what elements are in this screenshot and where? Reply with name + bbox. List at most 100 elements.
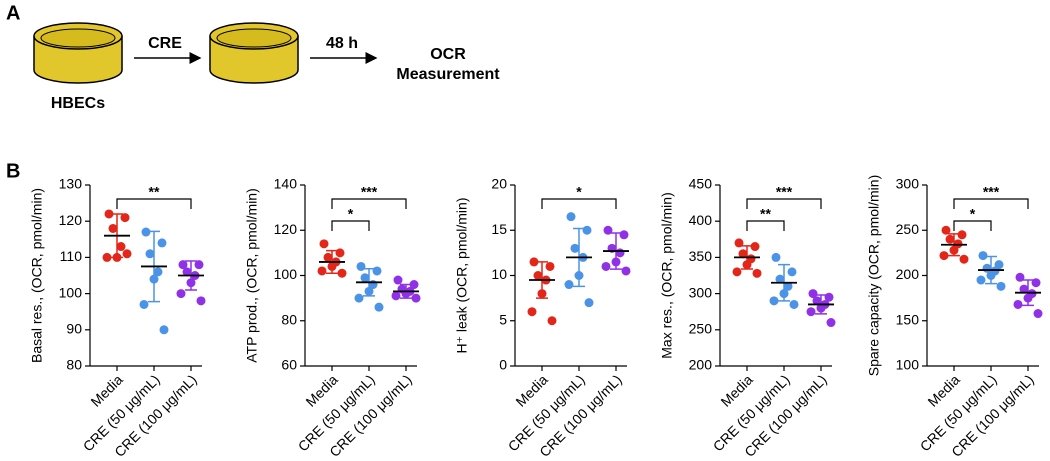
data-point [319,239,329,249]
significance-label: * [348,206,354,222]
data-point [996,281,1006,291]
data-point [812,296,822,306]
y-tick-label: 100 [59,284,83,300]
data-point [738,249,748,259]
data-point [533,271,543,280]
end-label: OCR [430,46,466,63]
data-point [1013,299,1023,309]
data-point [409,280,419,290]
significance-bracket [746,220,785,231]
end-label: Measurement [396,66,500,83]
data-point [570,243,580,253]
panel-label: A [6,2,20,24]
data-point [108,223,118,233]
panel-label: B [6,160,20,182]
data-point [139,299,149,309]
data-point [769,296,779,306]
y-tick-label: 100 [896,357,920,373]
step-label: CRE [148,35,182,52]
y-tick-label: 110 [60,248,83,264]
significance-label: *** [983,184,1000,200]
significance-label: *** [776,184,793,200]
significance-bracket [953,220,992,231]
data-point [1019,284,1029,294]
data-point [354,293,364,303]
data-point [566,212,576,222]
data-point [120,213,130,223]
y-tick-label: 400 [689,212,713,228]
y-tick-label: 0 [499,357,507,373]
data-point [564,280,574,290]
data-point [145,249,155,259]
data-point [360,273,370,283]
data-point [196,296,206,306]
data-point [619,230,629,240]
significance-label: ** [149,184,160,200]
data-point [141,227,151,237]
data-point [182,267,192,277]
significance-label: * [970,206,976,222]
significance-bracket [116,198,192,209]
data-point [826,318,836,328]
y-axis-label: Spare capacity (OCR, pmol/min) [866,175,882,377]
y-tick-label: 60 [281,357,297,373]
y-tick-label: 140 [274,176,298,192]
y-tick-label: 450 [689,176,713,192]
data-point [976,275,986,285]
data-point [335,248,345,258]
data-point [959,254,969,264]
y-axis-label: Basal res., (OCR, pmol/min) [29,188,45,363]
data-point [584,298,594,308]
y-tick-label: 120 [274,221,298,237]
data-point [941,225,951,235]
data-point [374,302,384,312]
data-point [529,257,539,267]
data-point [176,289,186,299]
y-tick-label: 300 [689,284,713,300]
data-point [104,209,114,219]
significance-label: * [576,184,582,200]
data-point [356,261,366,271]
data-point [771,252,781,262]
data-point [1033,309,1043,319]
data-point [122,249,132,259]
y-tick-label: 150 [896,311,920,327]
data-point [317,266,327,276]
y-axis-label: H⁺ leak (OCR, pmol/min) [454,198,470,354]
significance-label: ** [760,206,771,222]
data-point [752,268,762,278]
significance-bracket [541,198,617,209]
data-point [194,260,204,270]
data-point [732,267,742,277]
data-point [527,307,537,317]
data-point [783,281,793,291]
data-point [323,252,333,262]
y-tick-label: 300 [896,176,920,192]
data-point [957,230,967,240]
step-label: 48 h [326,35,358,52]
data-point [808,289,818,299]
data-point [750,242,760,252]
data-point [615,248,625,258]
y-tick-label: 20 [491,176,507,192]
data-point [157,238,167,248]
significance-bracket [746,198,822,209]
data-point [775,274,785,284]
dish-2 [209,22,299,84]
data-point [178,260,188,270]
data-point [411,293,421,303]
dish-1 [33,22,123,84]
y-tick-label: 130 [59,176,83,192]
data-point [601,261,611,271]
data-point [102,252,112,262]
y-tick-label: 80 [281,311,297,327]
data-point [787,267,797,277]
data-point [978,251,988,261]
data-point [337,268,347,278]
data-point [116,242,126,252]
y-tick-label: 100 [274,266,298,282]
data-point [789,299,799,309]
y-axis-label: Max res., (OCR, pmol/min) [659,192,675,358]
data-point [945,234,955,244]
y-tick-label: 80 [66,357,82,373]
